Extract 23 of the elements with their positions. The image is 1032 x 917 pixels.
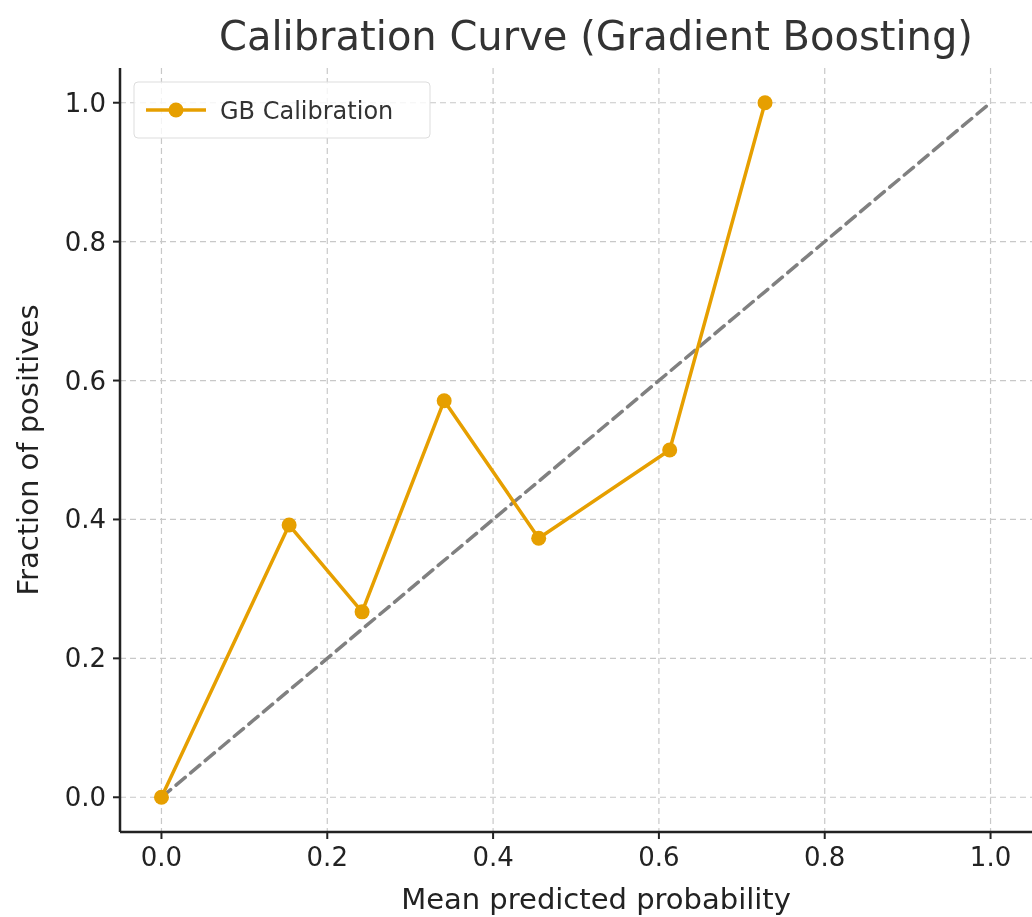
point [354, 604, 370, 620]
point [436, 393, 452, 409]
x-tick-label: 0.2 [306, 842, 348, 872]
x-tick-label: 0.8 [804, 842, 846, 872]
x-tick-label: 0.6 [638, 842, 680, 872]
y-tick-label: 0.2 [64, 643, 106, 674]
legend-label: GB Calibration [220, 97, 394, 125]
x-tick-label: 0.0 [140, 842, 183, 872]
y-tick-label: 0.0 [64, 782, 106, 813]
y-tick-label: 0.4 [64, 504, 106, 535]
y-tick-label: 1.0 [64, 87, 106, 118]
y-tick-label: 0.8 [64, 226, 106, 257]
point [662, 442, 678, 458]
point [757, 95, 773, 111]
point [531, 530, 547, 546]
point [153, 789, 169, 805]
chart-title: Calibration Curve (Gradient Boosting) [219, 13, 973, 59]
x-tick-label: 1.0 [969, 842, 1012, 872]
y-axis-title: Fraction of positives [11, 304, 45, 596]
y-tick-label: 0.6 [64, 365, 106, 396]
x-tick-label: 0.4 [472, 842, 514, 872]
x-axis-title: Mean predicted probability [401, 882, 791, 916]
point [281, 517, 297, 533]
